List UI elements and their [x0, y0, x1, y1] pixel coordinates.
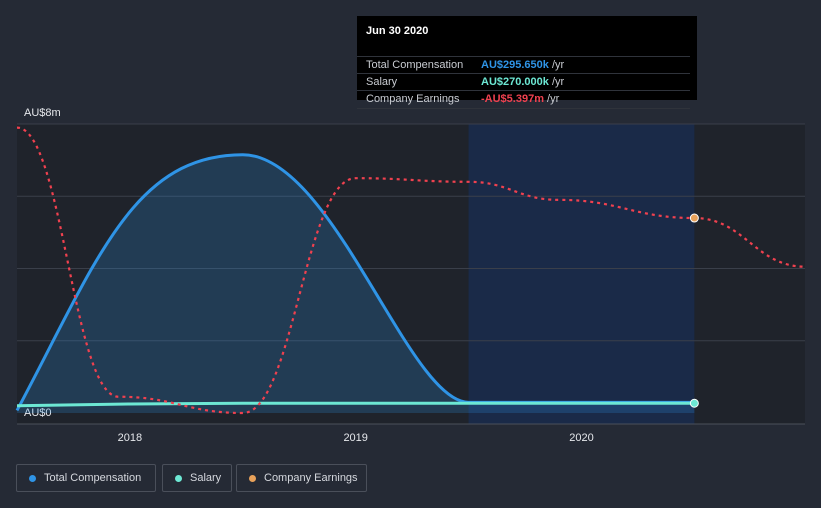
tooltip-value: AU$295.650k /yr	[481, 59, 565, 71]
highlight-band	[468, 124, 695, 424]
tooltip-label: Company Earnings	[366, 93, 460, 105]
tooltip-value: AU$270.000k /yr	[481, 76, 565, 88]
tooltip-row-company-earnings: Company Earnings -AU$5.397m /yr	[357, 90, 690, 109]
y-tick-label: AU$8m	[24, 107, 61, 119]
total-compensation-line	[15, 153, 695, 412]
tooltip-label: Total Compensation	[366, 59, 464, 71]
legend-dot-icon	[29, 475, 36, 482]
tooltip-label: Salary	[366, 76, 398, 88]
legend-label: Salary	[190, 472, 222, 484]
legend-label: Total Compensation	[44, 472, 142, 484]
data-point-marker	[689, 398, 699, 408]
tooltip-date: Jun 30 2020	[366, 25, 429, 37]
x-tick-label: 2019	[343, 432, 367, 444]
legend-total-compensation[interactable]: Total Compensation	[16, 464, 156, 492]
legend-label: Company Earnings	[264, 472, 358, 484]
tooltip-value: -AU$5.397m /yr	[481, 93, 560, 105]
total-compensation-area	[17, 154, 695, 414]
data-point-marker	[689, 213, 699, 223]
x-tick-label: 2020	[569, 432, 593, 444]
tooltip-row-total-compensation: Total Compensation AU$295.650k /yr	[357, 56, 690, 74]
legend-salary[interactable]: Salary	[162, 464, 232, 492]
legend-company-earnings[interactable]: Company Earnings	[236, 464, 367, 492]
legend-dot-icon	[175, 475, 182, 482]
x-tick-label: 2018	[118, 432, 142, 444]
tooltip-row-salary: Salary AU$270.000k /yr	[357, 73, 690, 91]
salary-line	[16, 401, 695, 408]
company-earnings-line	[16, 126, 806, 415]
y-tick-label: AU$0	[24, 407, 52, 419]
tooltip: Jun 30 2020 Total Compensation AU$295.65…	[357, 16, 697, 109]
legend-dot-icon	[249, 475, 256, 482]
